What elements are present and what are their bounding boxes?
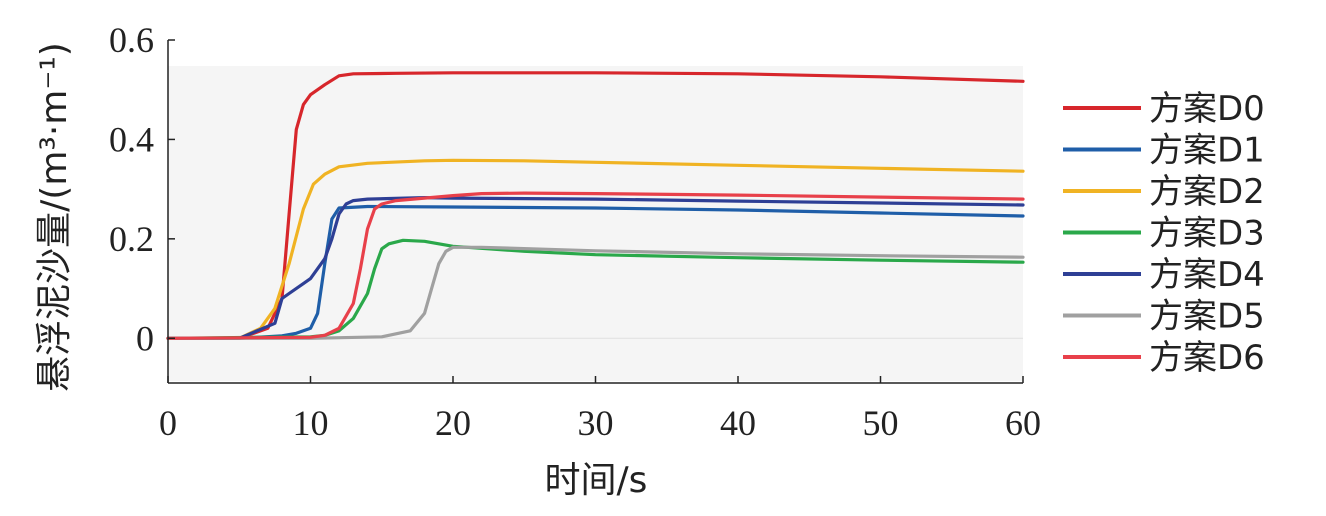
legend-label-5: 方案D5 — [1149, 297, 1265, 337]
series-line-4 — [166, 196, 1025, 340]
series-line-0 — [166, 71, 1025, 340]
x-tick-label: 30 — [578, 403, 614, 443]
axes-layer: 0 10 20 30 40 50 60 0 0.2 0.4 0.6 — [109, 20, 1041, 443]
legend-label-6: 方案D6 — [1149, 338, 1265, 378]
x-tick-label: 60 — [1005, 403, 1041, 443]
y-tick-label: 0.2 — [109, 219, 154, 259]
series-line-5 — [166, 245, 1025, 340]
legend-label-0: 方案D0 — [1149, 89, 1265, 129]
x-tick-label: 40 — [720, 403, 756, 443]
legend-label-3: 方案D3 — [1149, 214, 1265, 254]
series-line-1 — [166, 204, 1025, 340]
y-tick-label: 0.4 — [109, 119, 154, 159]
legend-label-4: 方案D4 — [1149, 255, 1265, 295]
y-tick-label: 0.6 — [109, 20, 154, 60]
x-tick-label: 50 — [863, 403, 899, 443]
x-tick-label: 20 — [435, 403, 471, 443]
x-axis-label: 时间/s — [545, 460, 648, 501]
legend-label-1: 方案D1 — [1149, 131, 1265, 171]
legend-label-2: 方案D2 — [1149, 172, 1265, 212]
y-tick-label: 0 — [136, 318, 154, 358]
y-axis-label: 悬浮泥沙量/(m³·m⁻¹) — [34, 42, 75, 392]
x-tick-label: 0 — [159, 403, 177, 443]
series-line-6 — [166, 191, 1025, 340]
series-line-2 — [166, 158, 1025, 340]
x-tick-label: 10 — [293, 403, 329, 443]
series-layer — [166, 71, 1025, 340]
